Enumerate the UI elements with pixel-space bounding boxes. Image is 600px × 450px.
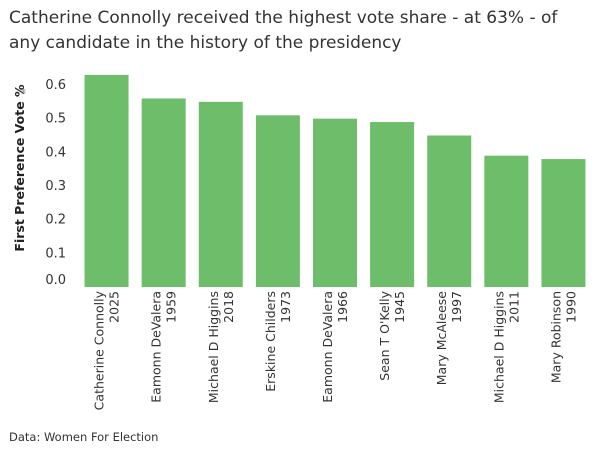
bar[interactable]: [427, 135, 472, 288]
bars: [84, 74, 586, 288]
x-tick-label-name: Mary Robinson: [548, 291, 563, 383]
x-tick-label: Mary McAleese 1997: [434, 291, 464, 386]
chart-title: Catherine Connolly received the highest …: [9, 8, 558, 53]
bar[interactable]: [484, 155, 529, 287]
x-axis-labels: Catherine Connolly 2025 Eamonn DeValera 195…: [92, 290, 579, 410]
y-tick-label: 0.2: [45, 213, 66, 228]
y-tick-label: 0.0: [45, 273, 66, 288]
x-tick-label: Michael D Higgins 2011: [491, 291, 521, 403]
x-tick-label-name: Erskine Childers: [263, 291, 278, 392]
x-tick-label-year: 1945: [392, 291, 407, 323]
x-tick-label: Eamonn DeValera 1959: [149, 291, 179, 403]
x-tick-label: Mary Robinson 1990: [548, 291, 578, 383]
y-axis-title: First Preference Vote %: [12, 84, 27, 252]
y-axis: 0.0 0.1 0.2 0.3 0.4 0.5 0.6: [45, 78, 66, 288]
x-tick-label-year: 1966: [335, 291, 350, 323]
x-tick-label-year: 2011: [506, 291, 521, 323]
y-tick-label: 0.1: [45, 246, 66, 261]
y-tick-label: 0.3: [45, 179, 66, 194]
bar[interactable]: [84, 74, 129, 288]
x-tick-label-name: Michael D Higgins: [206, 291, 221, 403]
x-tick-label: Catherine Connolly 2025: [92, 290, 122, 410]
x-tick-label-name: Mary McAleese: [434, 291, 449, 386]
source-note: Data: Women For Election: [9, 430, 159, 444]
x-tick-label-name: Sean T O'Kelly: [377, 290, 392, 380]
bar[interactable]: [370, 122, 415, 288]
filter-icon[interactable]: ≡: [19, 88, 28, 95]
x-tick-label-name: Eamonn DeValera: [149, 291, 164, 403]
x-tick-label: Erskine Childers 1973: [263, 291, 293, 392]
x-tick-label: Sean T O'Kelly 1945: [377, 290, 407, 380]
x-tick-label-year: 2018: [221, 291, 236, 323]
bar[interactable]: [313, 118, 357, 288]
y-tick-label: 0.6: [45, 78, 66, 93]
x-tick-label-year: 1990: [563, 291, 578, 323]
y-tick-label: 0.5: [45, 112, 66, 127]
x-tick-label: Michael D Higgins 2018: [206, 291, 236, 403]
bar[interactable]: [141, 98, 186, 287]
x-tick-label-year: 1959: [164, 291, 179, 323]
x-tick-label-name: Eamonn DeValera: [320, 291, 335, 403]
bar[interactable]: [541, 159, 586, 287]
y-tick-label: 0.4: [45, 145, 66, 160]
x-tick-label-year: 1973: [278, 291, 293, 323]
bar[interactable]: [255, 115, 300, 287]
x-tick-label-name: Michael D Higgins: [491, 291, 506, 403]
x-tick-label-year: 1997: [449, 291, 464, 323]
x-tick-label-name: Catherine Connolly: [92, 290, 107, 410]
bar[interactable]: [198, 101, 243, 287]
x-tick-label-year: 2025: [107, 291, 122, 323]
x-tick-label: Eamonn DeValera 1966: [320, 291, 350, 403]
